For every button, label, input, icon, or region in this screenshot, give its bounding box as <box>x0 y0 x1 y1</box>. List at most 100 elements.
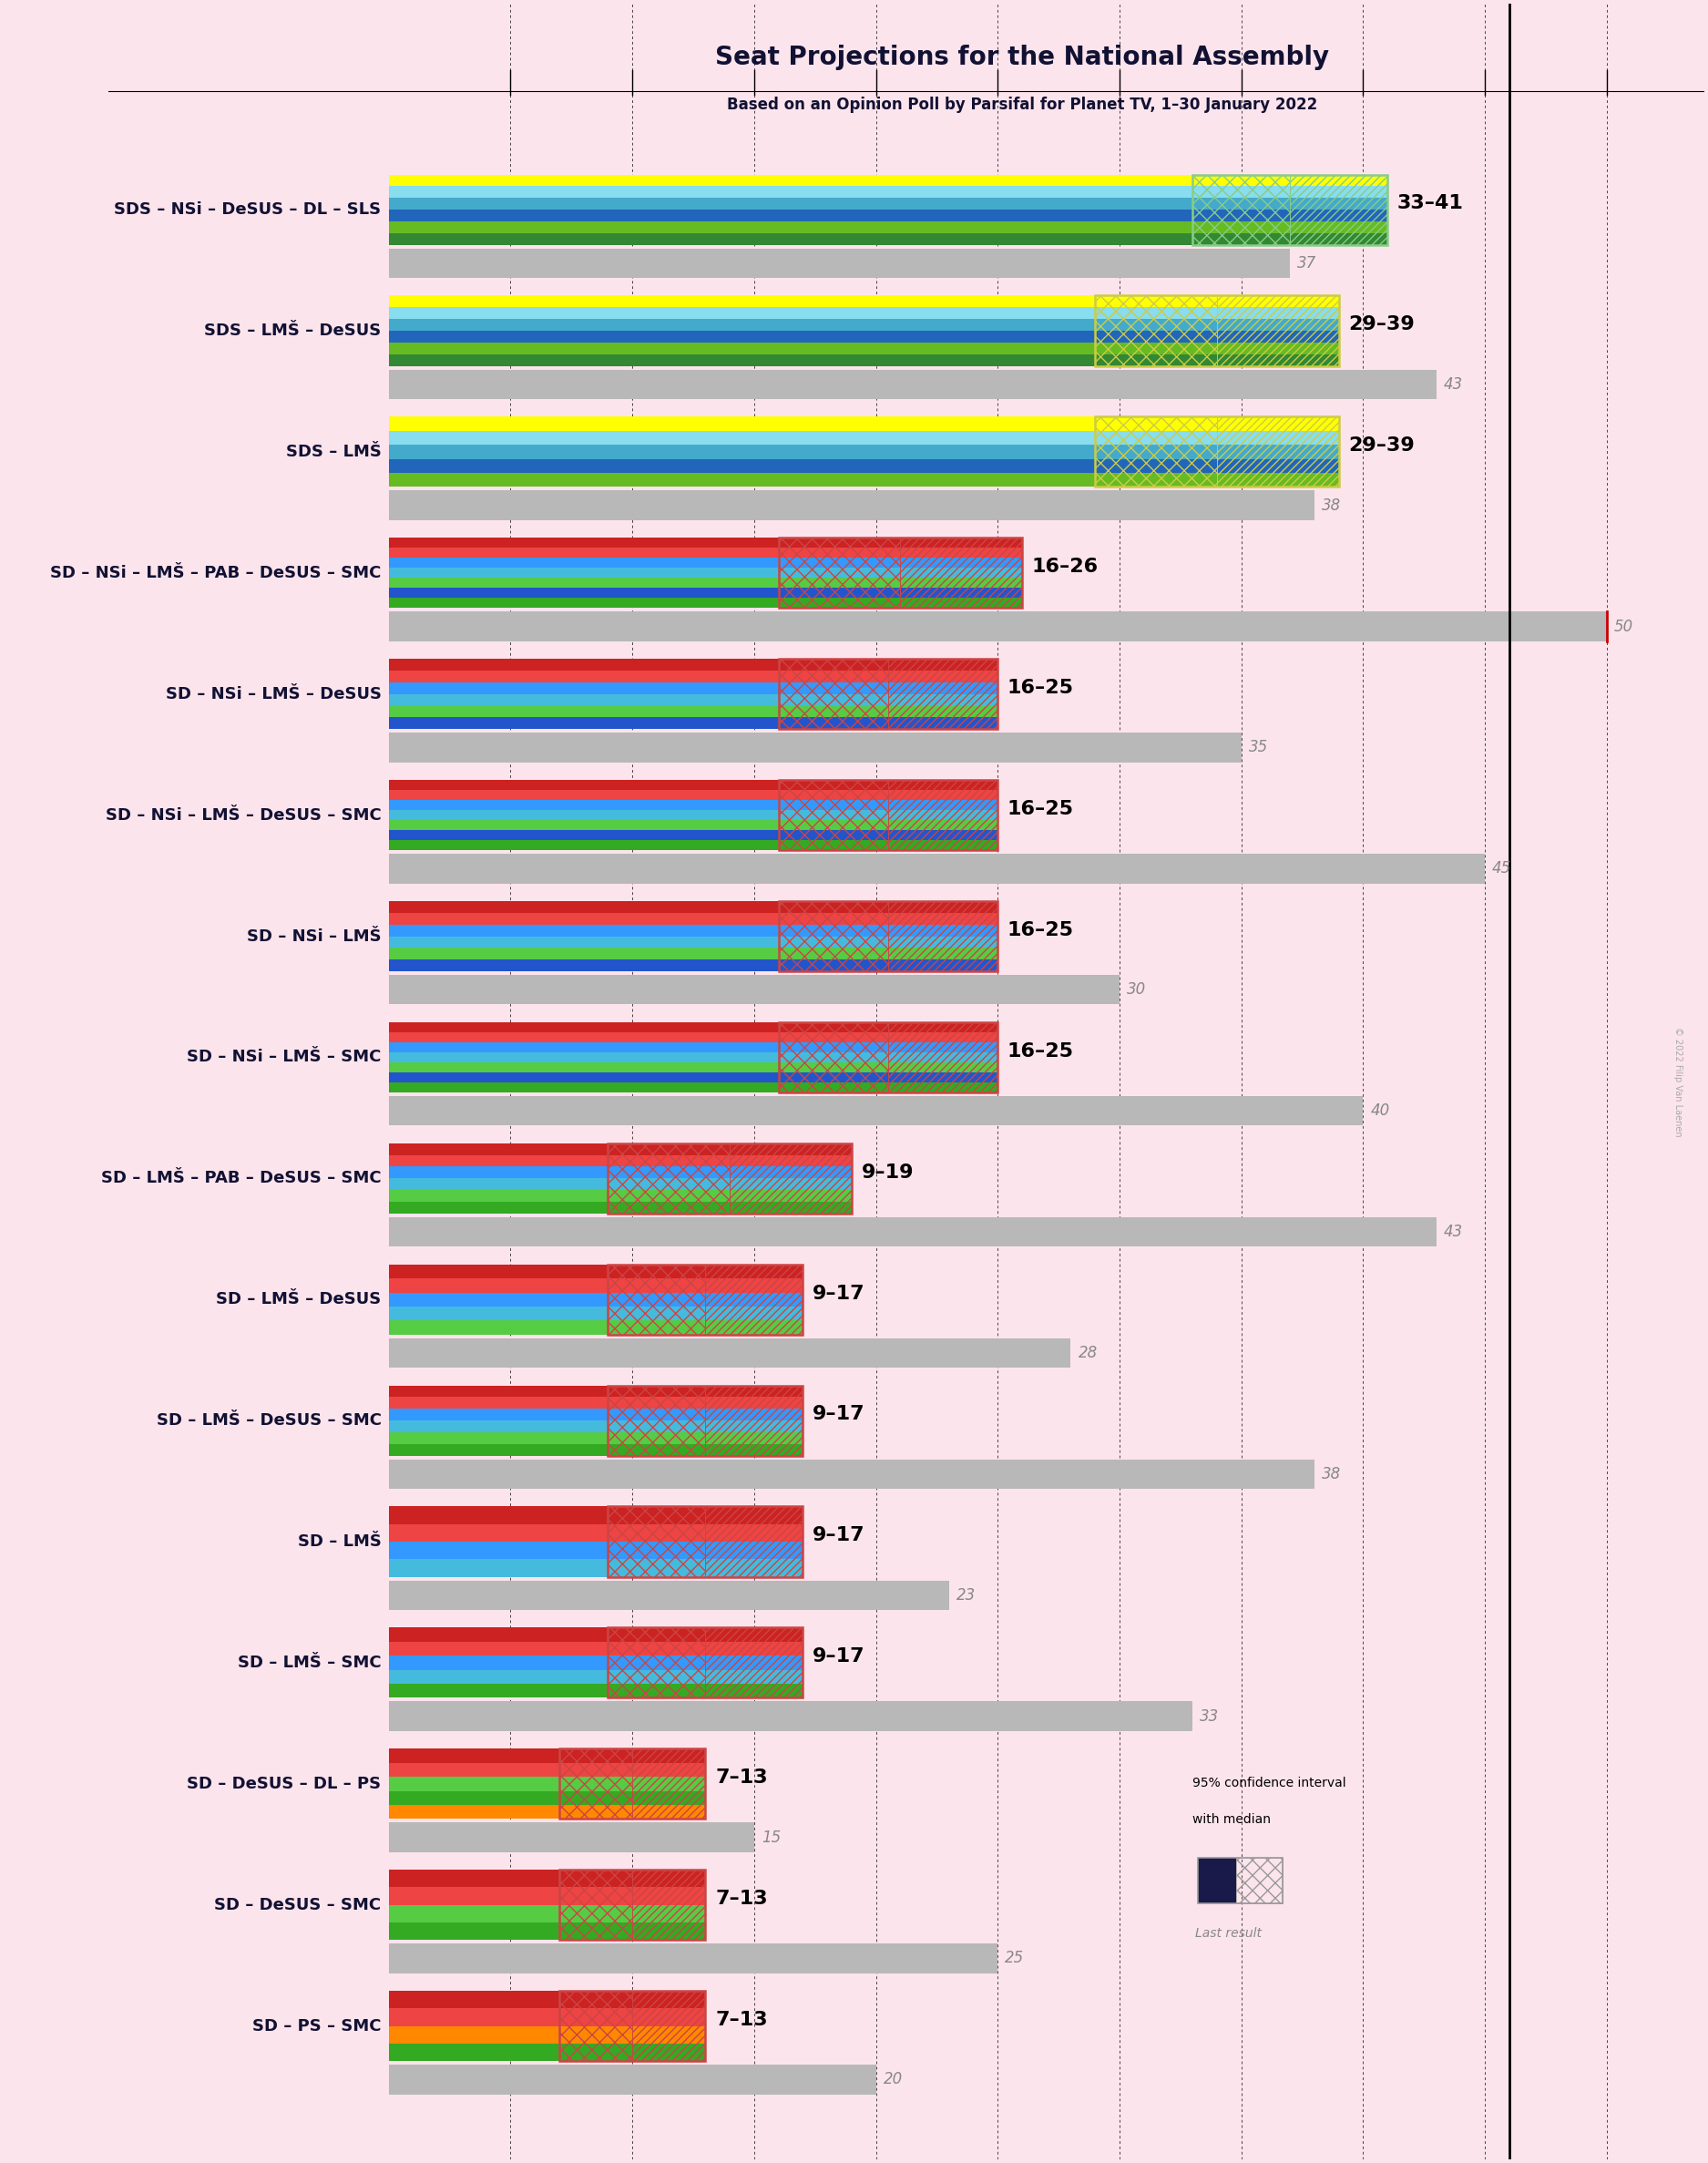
Bar <box>888 902 997 971</box>
Bar <box>389 1339 1071 1367</box>
Text: SD – LMŠ – PAB – DeSUS – SMC: SD – LMŠ – PAB – DeSUS – SMC <box>101 1170 381 1187</box>
Bar <box>779 539 1021 608</box>
Text: SD – NSi – LMŠ: SD – NSi – LMŠ <box>248 928 381 945</box>
Bar <box>389 831 997 839</box>
Bar <box>389 1278 803 1293</box>
Text: 45: 45 <box>1493 861 1512 876</box>
Text: 9–17: 9–17 <box>813 1406 864 1423</box>
Bar <box>705 1386 803 1456</box>
Bar <box>705 1505 803 1577</box>
Text: 16–25: 16–25 <box>1008 800 1074 818</box>
Bar <box>389 2027 705 2044</box>
Bar <box>389 1823 753 1852</box>
Bar <box>389 1702 1192 1730</box>
Text: SDS – NSi – DeSUS – DL – SLS: SDS – NSi – DeSUS – DL – SLS <box>114 201 381 218</box>
Text: 15: 15 <box>762 1830 781 1845</box>
Bar <box>559 1748 705 1819</box>
Bar <box>389 1542 803 1560</box>
Bar <box>389 296 1339 307</box>
Bar <box>389 186 1387 199</box>
Text: © 2022 Filip Van Laenen: © 2022 Filip Van Laenen <box>1674 1027 1682 1136</box>
Bar <box>389 1923 705 1940</box>
Bar <box>608 1627 705 1698</box>
Text: SD – LMŠ – DeSUS: SD – LMŠ – DeSUS <box>217 1291 381 1309</box>
Bar <box>779 902 997 971</box>
Text: 25: 25 <box>1004 1951 1025 1966</box>
Bar <box>559 1990 632 2061</box>
Bar <box>389 588 1021 597</box>
Bar <box>389 1869 705 1888</box>
Bar <box>1290 175 1387 244</box>
Bar <box>1218 417 1339 487</box>
Bar <box>389 1322 803 1335</box>
Text: 16–26: 16–26 <box>1032 558 1098 575</box>
Text: 23: 23 <box>956 1588 975 1603</box>
Text: 43: 43 <box>1443 376 1462 392</box>
Bar <box>389 1190 852 1203</box>
Bar <box>389 820 997 831</box>
Bar <box>389 569 1021 578</box>
Text: SD – PS – SMC: SD – PS – SMC <box>253 2018 381 2033</box>
Text: 40: 40 <box>1370 1103 1390 1118</box>
Bar <box>389 1218 1436 1246</box>
Bar <box>608 1265 803 1335</box>
Bar <box>608 1386 705 1456</box>
Bar <box>389 370 1436 398</box>
Text: 28: 28 <box>1078 1345 1098 1361</box>
Text: 29–39: 29–39 <box>1349 316 1414 333</box>
Text: 16–25: 16–25 <box>1008 679 1074 696</box>
Bar <box>389 1023 997 1032</box>
Bar <box>389 1990 705 2009</box>
Bar <box>389 474 1339 487</box>
Bar <box>779 781 888 850</box>
Bar <box>389 1763 705 1776</box>
Text: 35: 35 <box>1249 740 1267 755</box>
Bar <box>389 1179 852 1190</box>
Bar <box>389 199 1387 210</box>
Text: SD – LMŠ – SMC: SD – LMŠ – SMC <box>237 1655 381 1672</box>
Text: 7–13: 7–13 <box>716 1890 767 1908</box>
Text: 20: 20 <box>883 2072 902 2087</box>
Bar <box>389 1166 852 1179</box>
Bar <box>389 671 997 681</box>
Bar <box>888 1023 997 1092</box>
Bar <box>389 1505 803 1525</box>
Bar <box>1095 296 1218 366</box>
Bar <box>559 1990 705 2061</box>
Bar <box>1197 1858 1283 1903</box>
Bar <box>389 976 1119 1004</box>
Bar <box>389 1073 997 1082</box>
Bar <box>608 1505 803 1577</box>
Bar <box>389 694 997 705</box>
Bar <box>1237 1858 1283 1903</box>
Bar <box>389 1082 997 1092</box>
Bar <box>389 446 1339 459</box>
Bar <box>389 2044 705 2061</box>
Bar <box>389 1144 852 1155</box>
Bar <box>389 1386 803 1397</box>
Bar <box>389 1032 997 1043</box>
Bar <box>900 539 1021 608</box>
Bar <box>389 854 1484 883</box>
Bar <box>389 1945 997 1973</box>
Bar <box>389 1525 803 1542</box>
Bar <box>888 660 997 729</box>
Bar <box>779 660 888 729</box>
Bar <box>389 789 997 800</box>
Bar <box>389 733 1242 761</box>
Text: 9–17: 9–17 <box>813 1285 864 1302</box>
Bar <box>608 1265 705 1335</box>
Bar <box>389 175 1387 186</box>
Bar <box>389 1670 803 1683</box>
Bar <box>389 1776 705 1791</box>
Text: SDS – LMŠ: SDS – LMŠ <box>285 443 381 461</box>
Bar <box>1197 1858 1237 1903</box>
Bar <box>608 1144 852 1213</box>
Bar <box>389 1397 803 1408</box>
Bar <box>389 491 1315 519</box>
Text: Based on an Opinion Poll by Parsifal for Planet TV, 1–30 January 2022: Based on an Opinion Poll by Parsifal for… <box>728 97 1317 112</box>
Bar <box>389 2066 876 2094</box>
Text: 9–17: 9–17 <box>813 1527 864 1544</box>
Bar <box>389 539 1021 547</box>
Bar <box>389 1043 997 1051</box>
